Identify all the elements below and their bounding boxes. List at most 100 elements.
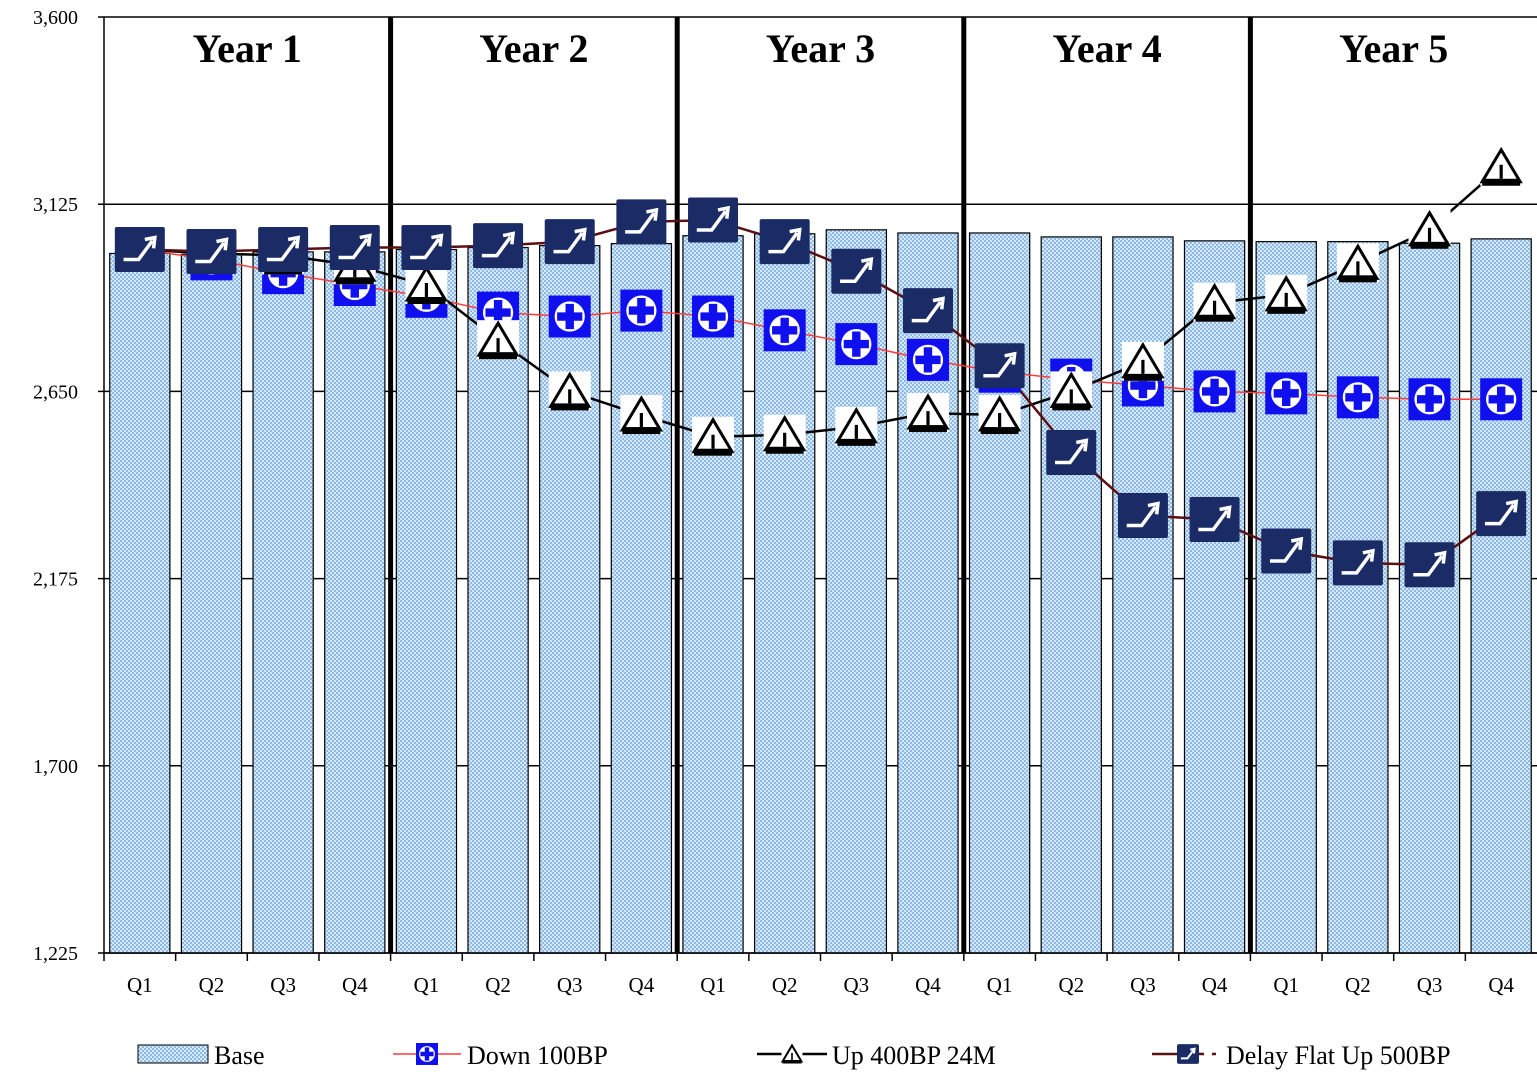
year-label: Year 2 — [479, 26, 588, 71]
bar — [968, 232, 1031, 954]
y-tick-label: 3,600 — [33, 7, 78, 29]
arrow-square-marker — [1404, 542, 1455, 588]
x-tick-label: Q4 — [342, 973, 368, 997]
cross-square-marker — [620, 289, 663, 332]
year-label: Year 3 — [766, 26, 875, 71]
cross-square-marker — [692, 295, 735, 338]
bar — [180, 253, 243, 954]
triangle-marker — [977, 395, 1022, 435]
arrow-square-marker — [616, 199, 667, 245]
x-tick-label: Q3 — [1130, 973, 1156, 997]
series-markers — [114, 146, 1527, 588]
y-tick-label: 1,225 — [33, 943, 78, 965]
cross-square-marker — [1265, 372, 1308, 415]
bar — [753, 233, 816, 954]
legend-label: Delay Flat Up 500BP — [1226, 1041, 1451, 1070]
bar — [252, 251, 314, 954]
cross-square-marker — [1193, 370, 1236, 413]
arrow-square-marker — [401, 225, 452, 271]
cross-square-marker — [835, 323, 878, 366]
year-label: Year 5 — [1339, 26, 1448, 71]
x-tick-label: Q4 — [629, 973, 655, 997]
cross-square-marker — [763, 309, 806, 352]
triangle-marker — [780, 1043, 804, 1064]
arrow-square-marker — [1189, 496, 1240, 542]
cross-square-marker — [548, 295, 591, 338]
triangle-marker — [906, 393, 950, 433]
axes — [98, 16, 1537, 961]
triangle-marker — [404, 264, 449, 304]
x-tick-label: Q1 — [700, 973, 726, 997]
year-label: Year 4 — [1052, 26, 1161, 71]
triangle-marker — [691, 416, 735, 456]
bar — [1470, 238, 1532, 954]
triangle-marker — [1479, 146, 1523, 186]
bars — [109, 229, 1532, 954]
bar — [324, 251, 386, 954]
arrow-square-marker — [114, 227, 165, 273]
bar — [682, 235, 744, 954]
arrow-square-marker — [186, 228, 237, 274]
x-tick-label: Q3 — [270, 973, 296, 997]
legend-swatch-base — [137, 1044, 209, 1064]
triangle-marker — [1336, 243, 1380, 283]
x-tick-label: Q4 — [1488, 973, 1514, 997]
labels: 1,225 1,700 2,175 2,650 3,125 3,600 Year 1 Year… — [33, 7, 1515, 997]
x-tick-label: Q2 — [199, 973, 225, 997]
triangle-marker — [1264, 274, 1308, 314]
x-tick-label: Q4 — [915, 973, 941, 997]
arrow-square-marker — [1476, 491, 1527, 537]
legend-label: Down 100BP — [467, 1041, 608, 1070]
x-tick-label: Q3 — [1417, 973, 1443, 997]
triangle-marker — [476, 320, 520, 360]
triangle-marker — [763, 414, 807, 454]
arrow-square-marker — [1177, 1044, 1199, 1064]
y-tick-label: 3,125 — [33, 194, 78, 216]
y-tick-label: 1,700 — [33, 756, 78, 778]
cross-square-marker — [1480, 378, 1523, 421]
year-dividers — [388, 17, 1253, 953]
bar — [610, 243, 673, 954]
x-tick-label: Q1 — [987, 973, 1013, 997]
x-tick-label: Q2 — [485, 973, 511, 997]
triangle-marker — [619, 395, 664, 435]
arrow-square-marker — [1332, 540, 1383, 586]
gridlines — [104, 16, 1537, 954]
x-tick-label: Q2 — [1058, 973, 1084, 997]
bar — [109, 252, 171, 954]
bar — [1398, 242, 1461, 954]
arrow-square-marker — [759, 219, 810, 265]
triangle-marker — [1121, 341, 1165, 381]
x-tick-label: Q3 — [843, 973, 869, 997]
arrow-square-marker — [473, 223, 524, 269]
cross-square-marker — [1408, 378, 1451, 421]
arrow-square-marker — [1046, 429, 1097, 475]
x-tick-label: Q1 — [414, 973, 440, 997]
arrow-square-marker — [329, 225, 380, 271]
arrow-square-marker — [974, 343, 1025, 389]
triangle-marker — [834, 406, 878, 446]
legend: Base Down 100BP Up 400BP 24M Delay Flat Up … — [137, 1041, 1451, 1070]
y-tick-label: 2,175 — [33, 569, 78, 591]
triangle-marker — [1407, 209, 1452, 249]
cross-square-marker — [1336, 376, 1379, 419]
triangle-marker — [1192, 282, 1237, 322]
triangle-marker — [1049, 371, 1093, 411]
x-tick-label: Q4 — [1202, 973, 1228, 997]
bar — [539, 244, 601, 954]
bar — [1040, 236, 1102, 954]
arrow-square-marker — [688, 197, 739, 243]
x-tick-label: Q3 — [557, 973, 583, 997]
triangle-marker — [548, 371, 592, 411]
bar — [1255, 241, 1317, 954]
bar — [1183, 240, 1246, 954]
arrow-square-marker — [831, 248, 882, 294]
bar — [395, 248, 458, 954]
arrow-square-marker — [1261, 528, 1312, 574]
cross-square-marker — [416, 1043, 438, 1065]
arrow-square-marker — [1117, 493, 1168, 539]
x-tick-label: Q2 — [1345, 973, 1371, 997]
arrow-square-marker — [902, 288, 953, 334]
x-tick-label: Q1 — [127, 973, 153, 997]
